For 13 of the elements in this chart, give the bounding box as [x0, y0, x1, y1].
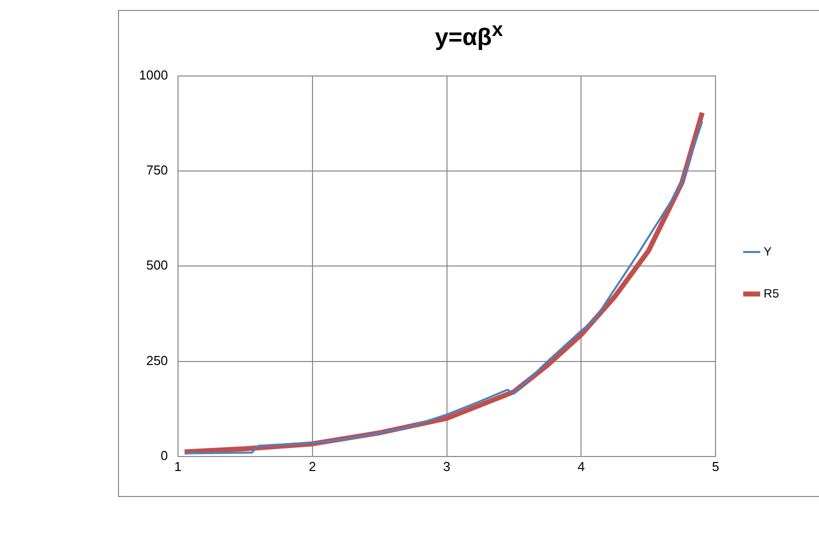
x-tick-label: 5 [712, 458, 720, 474]
y-tick-label: 500 [146, 258, 168, 273]
chart-title: y=αβ$^{x}$ [434, 19, 504, 52]
y-tick-label: 750 [146, 162, 168, 178]
x-tick-label: 1 [174, 458, 182, 474]
legend-label: R5 [764, 286, 780, 300]
x-tick-label: 2 [308, 458, 316, 474]
y-tick-label: 250 [146, 352, 168, 368]
y-tick-label: 0 [160, 448, 168, 463]
y-tick-label: 1000 [139, 67, 168, 82]
legend-label: Y [764, 244, 772, 258]
x-tick-label: 3 [443, 458, 450, 474]
x-tick-label: 4 [578, 458, 585, 474]
